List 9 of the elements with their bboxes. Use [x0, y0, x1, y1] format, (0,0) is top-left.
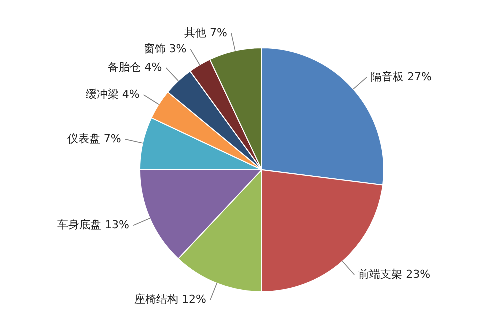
slice-label: 仪表盘 7%: [67, 132, 122, 146]
slice-label: 窗饰 3%: [144, 42, 187, 56]
slice-label: 座椅结构 12%: [134, 293, 206, 306]
slice-label: 前端支架 23%: [358, 268, 431, 282]
slice-label: 备胎仓 4%: [108, 60, 162, 74]
slice-label: 隔音板 27%: [371, 70, 432, 84]
slice-label: 缓冲梁 4%: [86, 88, 140, 101]
slice-label: 其他 7%: [184, 26, 228, 40]
slice-label: 车身底盘 13%: [58, 218, 130, 232]
